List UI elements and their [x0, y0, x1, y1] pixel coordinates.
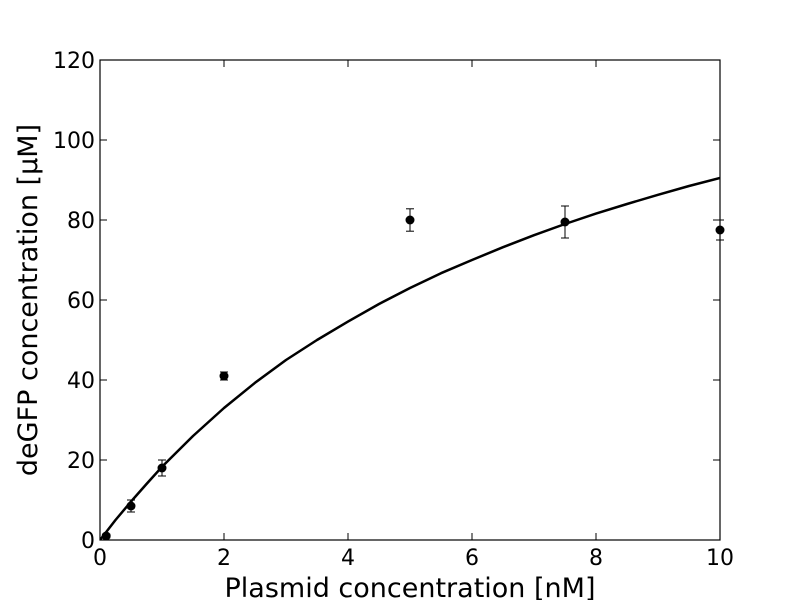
data-point — [101, 531, 111, 541]
y-tick-label: 20 — [67, 449, 95, 474]
data-point — [219, 371, 229, 381]
x-tick-label: 6 — [465, 546, 479, 571]
y-axis-title: deGFP concentration [μM] — [13, 124, 44, 476]
x-tick-label: 0 — [93, 546, 107, 571]
data-point-marker — [157, 463, 167, 473]
fit-curve-layer — [100, 176, 720, 540]
fit-curve — [100, 176, 720, 540]
x-tick-label: 8 — [589, 546, 603, 571]
plot-frame — [99, 59, 721, 541]
y-tick-label: 100 — [53, 129, 95, 154]
data-point — [560, 205, 570, 239]
x-tick-label: 10 — [706, 546, 734, 571]
x-tick-label: 2 — [217, 546, 231, 571]
x-axis-title: Plasmid concentration [nM] — [225, 573, 596, 600]
data-point — [405, 208, 415, 232]
x-tick-label: 4 — [341, 546, 355, 571]
data-point-marker — [560, 217, 570, 227]
data-point — [126, 499, 136, 513]
y-tick-label: 40 — [67, 369, 95, 394]
data-point — [157, 459, 167, 477]
data-point-marker — [101, 531, 111, 541]
data-point-marker — [126, 501, 136, 511]
data-points-layer — [101, 205, 725, 541]
y-tick-label: 120 — [53, 49, 95, 74]
y-tick-label: 0 — [81, 529, 95, 554]
y-tick-label: 80 — [67, 209, 95, 234]
data-point-marker — [405, 215, 415, 225]
data-point-marker — [219, 371, 229, 381]
y-tick-label: 60 — [67, 289, 95, 314]
